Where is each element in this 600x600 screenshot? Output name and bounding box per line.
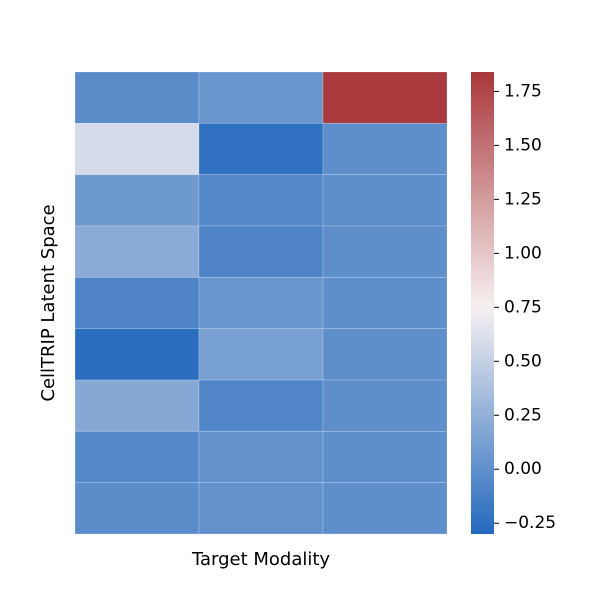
colorbar-tick-label: 1.50 [504, 135, 542, 155]
heatmap-cell-r7-c2 [198, 379, 324, 432]
heatmap-cell-r6-c3 [322, 328, 448, 381]
colorbar-tick-label: 0.50 [504, 351, 542, 371]
colorbar-tick-label: 1.00 [504, 243, 542, 263]
y-axis-label: CellTRIP Latent Space [38, 204, 59, 401]
colorbar-ticks: −0.25 0.00 0.25 0.50 0.75 1.00 1.25 1.50 1.75 [494, 81, 556, 533]
heatmap-cell-r3-c3 [322, 174, 448, 227]
heatmap-cells [74, 71, 448, 535]
heatmap-cell-r2-c3 [322, 122, 448, 176]
heatmap-cell-r8-c2 [198, 430, 324, 484]
heatmap-cell-r7-c3 [322, 379, 448, 432]
heatmap-cell-r9-c3 [322, 482, 448, 535]
x-axis-label: Target Modality [191, 549, 330, 570]
heatmap-cell-r1-c1 [74, 71, 200, 124]
colorbar [471, 72, 494, 534]
heatmap-cell-r3-c2 [198, 174, 324, 227]
heatmap-cell-r9-c2 [198, 482, 324, 535]
heatmap-cell-r5-c2 [198, 276, 324, 330]
heatmap-cell-r6-c1 [74, 328, 200, 381]
heatmap-cell-r2-c2 [198, 122, 324, 176]
colorbar-tick-label: 1.25 [504, 189, 542, 209]
colorbar-tick-label: 1.75 [504, 81, 542, 101]
heatmap-cell-r2-c1 [74, 122, 200, 176]
colorbar-tick-label: 0.75 [504, 297, 542, 317]
heatmap-cell-r8-c1 [74, 430, 200, 484]
heatmap-cell-r4-c1 [74, 225, 200, 278]
heatmap-cell-r7-c1 [74, 379, 200, 432]
heatmap-cell-r4-c3 [322, 225, 448, 278]
heatmap-cell-r5-c1 [74, 276, 200, 330]
heatmap-cell-r5-c3 [322, 276, 448, 330]
heatmap-cell-r6-c2 [198, 328, 324, 381]
colorbar-tick-label: −0.25 [504, 513, 556, 533]
colorbar-tick-label: 0.25 [504, 405, 542, 425]
heatmap-cell-r1-c3 [322, 71, 448, 124]
heatmap-cell-r8-c3 [322, 430, 448, 484]
heatmap-cell-r1-c2 [198, 71, 324, 124]
colorbar-tick-label: 0.00 [504, 459, 542, 479]
heatmap-cell-r4-c2 [198, 225, 324, 278]
heatmap-cell-r9-c1 [74, 482, 200, 535]
heatmap-cell-r3-c1 [74, 174, 200, 227]
